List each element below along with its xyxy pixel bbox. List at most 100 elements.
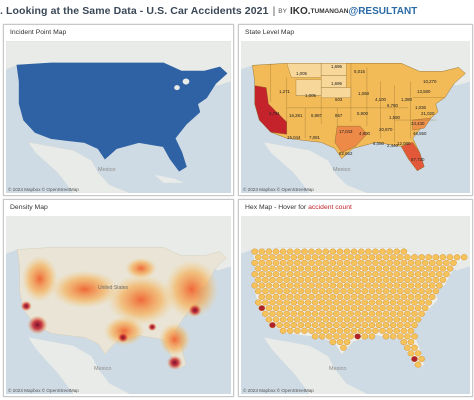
hex-cell[interactable]	[262, 310, 269, 317]
state-value-co[interactable]: 6,987	[311, 113, 322, 118]
hex-cell[interactable]	[372, 293, 379, 300]
hex-cell[interactable]	[308, 305, 315, 312]
hex-cell[interactable]	[272, 259, 280, 266]
hex-cell[interactable]	[375, 310, 383, 317]
hex-cell[interactable]	[315, 327, 322, 334]
hex-cell[interactable]	[329, 305, 337, 312]
hex-cell[interactable]	[382, 310, 390, 317]
hex-cell[interactable]	[290, 276, 298, 283]
hex-cell[interactable]	[418, 288, 425, 295]
hex-cell[interactable]	[315, 271, 322, 278]
hex-cell[interactable]	[400, 282, 408, 289]
hex-cell[interactable]	[276, 254, 283, 261]
hex-cell[interactable]	[421, 259, 429, 266]
hex-cell[interactable]	[258, 259, 266, 266]
hex-cell[interactable]	[283, 310, 291, 317]
hex-cell[interactable]	[421, 305, 429, 312]
hex-cell[interactable]	[340, 344, 347, 351]
hex-cell[interactable]	[315, 293, 322, 300]
hex-cell[interactable]	[396, 276, 404, 283]
hex-cell[interactable]	[258, 271, 266, 278]
hex-cell[interactable]	[304, 310, 312, 317]
hex-cell[interactable]	[325, 322, 333, 329]
hex-cell[interactable]	[318, 310, 326, 317]
hex-cell[interactable]	[279, 259, 287, 266]
hex-cell[interactable]	[365, 327, 372, 334]
hex-cell[interactable]	[340, 265, 347, 272]
hex-cell[interactable]	[272, 305, 280, 312]
state-value-ok[interactable]: 17,043	[339, 129, 353, 134]
hex-cell[interactable]	[336, 305, 344, 312]
hex-cell[interactable]	[379, 271, 386, 278]
hex-cell[interactable]	[382, 288, 390, 295]
hex-cell[interactable]	[354, 265, 361, 272]
hex-cell[interactable]	[368, 299, 376, 306]
hex-cell[interactable]	[421, 293, 429, 300]
hex-cell[interactable]	[428, 271, 436, 278]
hex-cell[interactable]	[308, 316, 315, 323]
hex-cell[interactable]	[425, 276, 432, 283]
state-value-al[interactable]: 2,440	[387, 143, 398, 148]
hex-cell[interactable]	[400, 248, 408, 255]
hex-cell[interactable]	[365, 259, 372, 266]
hex-cell[interactable]	[357, 316, 365, 323]
hex-cell[interactable]	[304, 254, 312, 261]
hex-cell[interactable]	[368, 254, 376, 261]
hex-cell[interactable]	[354, 322, 361, 329]
hex-cell[interactable]	[294, 248, 301, 255]
hex-cell[interactable]	[318, 322, 326, 329]
hex-cell[interactable]	[350, 327, 358, 334]
hex-cell[interactable]	[407, 327, 415, 334]
hex-cell[interactable]	[290, 288, 298, 295]
hex-cell[interactable]	[294, 316, 301, 323]
hex-cell[interactable]	[407, 271, 415, 278]
hex-cell[interactable]	[404, 276, 411, 283]
state-value-nd[interactable]: 1,696	[331, 64, 342, 69]
hex-cell[interactable]	[428, 293, 436, 300]
hex-cell[interactable]	[446, 265, 454, 272]
hex-cell[interactable]	[340, 254, 347, 261]
hex-cell[interactable]	[304, 299, 312, 306]
hex-cell[interactable]	[350, 248, 358, 255]
hex-cell[interactable]	[393, 282, 401, 289]
hex-cell[interactable]	[262, 276, 269, 283]
hex-cell[interactable]	[297, 299, 305, 306]
hex-cell[interactable]	[350, 271, 358, 278]
hex-cell[interactable]	[372, 282, 379, 289]
hex-cell[interactable]	[372, 305, 379, 312]
hex-cell[interactable]	[311, 333, 319, 340]
hex-cell[interactable]	[329, 282, 337, 289]
hex-cell[interactable]	[418, 276, 425, 283]
hex-cell[interactable]	[414, 259, 422, 266]
hex-cell[interactable]	[396, 265, 404, 272]
hex-cell[interactable]	[361, 254, 369, 261]
hex-cell[interactable]	[279, 248, 287, 255]
hex-cell[interactable]	[315, 305, 322, 312]
hex-cell[interactable]	[269, 299, 276, 306]
hex-cell[interactable]	[439, 276, 447, 283]
hex-cell[interactable]	[286, 327, 294, 334]
hex-cell[interactable]	[347, 322, 354, 329]
hex-cell[interactable]	[396, 333, 404, 340]
hex-cell[interactable]	[325, 265, 333, 272]
hex-cell[interactable]	[357, 248, 365, 255]
hex-cell[interactable]	[368, 310, 376, 317]
state-value-va[interactable]: 21,020	[421, 111, 435, 116]
hex-cell[interactable]	[290, 254, 298, 261]
hex-cell[interactable]	[276, 322, 283, 329]
hex-cell[interactable]	[265, 271, 273, 278]
hex-cell[interactable]	[382, 333, 390, 340]
hex-cell[interactable]	[414, 271, 422, 278]
hex-cell[interactable]	[361, 333, 369, 340]
state-value-mo[interactable]: 5,900	[357, 111, 368, 116]
hex-cell[interactable]	[286, 293, 294, 300]
hex-cell[interactable]	[435, 259, 443, 266]
hex-cell[interactable]	[322, 327, 330, 334]
hex-cell[interactable]	[389, 322, 397, 329]
hex-cell[interactable]	[343, 248, 351, 255]
hex-cell[interactable]	[386, 305, 393, 312]
hex-cell[interactable]	[379, 316, 386, 323]
hex-cell[interactable]	[304, 276, 312, 283]
hex-cell[interactable]	[311, 299, 319, 306]
hex-cell[interactable]	[400, 316, 408, 323]
